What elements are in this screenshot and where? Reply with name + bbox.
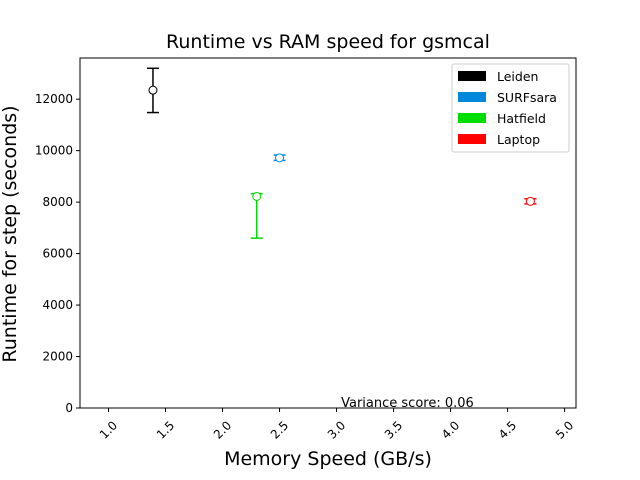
x-tick-label-4: 3.0 xyxy=(325,418,348,441)
x-tick-label-2: 2.0 xyxy=(211,418,234,441)
x-tick-label-8: 5.0 xyxy=(553,418,576,441)
y-axis-label: Runtime for step (seconds) xyxy=(0,105,21,362)
legend-label-laptop: Laptop xyxy=(497,132,540,147)
legend-box xyxy=(451,63,570,153)
plot-area: 1.0 1.5 2.0 2.5 3.0 3.5 4.0 4.5 5.0 0 2000 4000 6000… xyxy=(35,57,577,442)
y-tick-label-2: 4000 xyxy=(42,298,73,312)
y-tick-label-5: 10000 xyxy=(35,144,73,158)
y-tick-label-0: 0 xyxy=(65,401,73,415)
y-tick-label-4: 8000 xyxy=(42,195,73,209)
annotation-0: Variance score: 0.06 xyxy=(341,396,474,411)
y-tick-label-3: 6000 xyxy=(42,247,73,261)
data-point-hatfield xyxy=(252,191,262,201)
legend-label-leiden: Leiden xyxy=(497,69,538,84)
x-tick-label-7: 4.5 xyxy=(496,418,519,441)
data-point-surfsara xyxy=(275,153,285,163)
x-tick-label-5: 3.5 xyxy=(382,418,405,441)
y-tick-label-1: 2000 xyxy=(42,350,73,364)
x-axis-label: Memory Speed (GB/s) xyxy=(224,448,432,470)
x-tick-label-1: 1.5 xyxy=(154,418,177,441)
x-tick-label-6: 4.0 xyxy=(439,418,462,441)
chart-title: Runtime vs RAM speed for gsmcal xyxy=(166,31,490,53)
data-point-leiden xyxy=(148,85,158,95)
y-tick-label-6: 12000 xyxy=(35,92,73,106)
data-point-laptop xyxy=(525,196,535,206)
legend-swatch-hatfield xyxy=(458,113,486,123)
legend-swatch-leiden xyxy=(458,71,486,81)
plot-frame xyxy=(79,57,577,409)
x-tick-label-3: 2.5 xyxy=(268,418,291,441)
x-tick-label-0: 1.0 xyxy=(97,418,120,441)
legend-swatch-laptop xyxy=(458,134,486,144)
legend-label-hatfield: Hatfield xyxy=(497,111,546,126)
legend-label-surfsara: SURFsara xyxy=(497,90,557,105)
legend-swatch-surfsara xyxy=(458,92,486,102)
